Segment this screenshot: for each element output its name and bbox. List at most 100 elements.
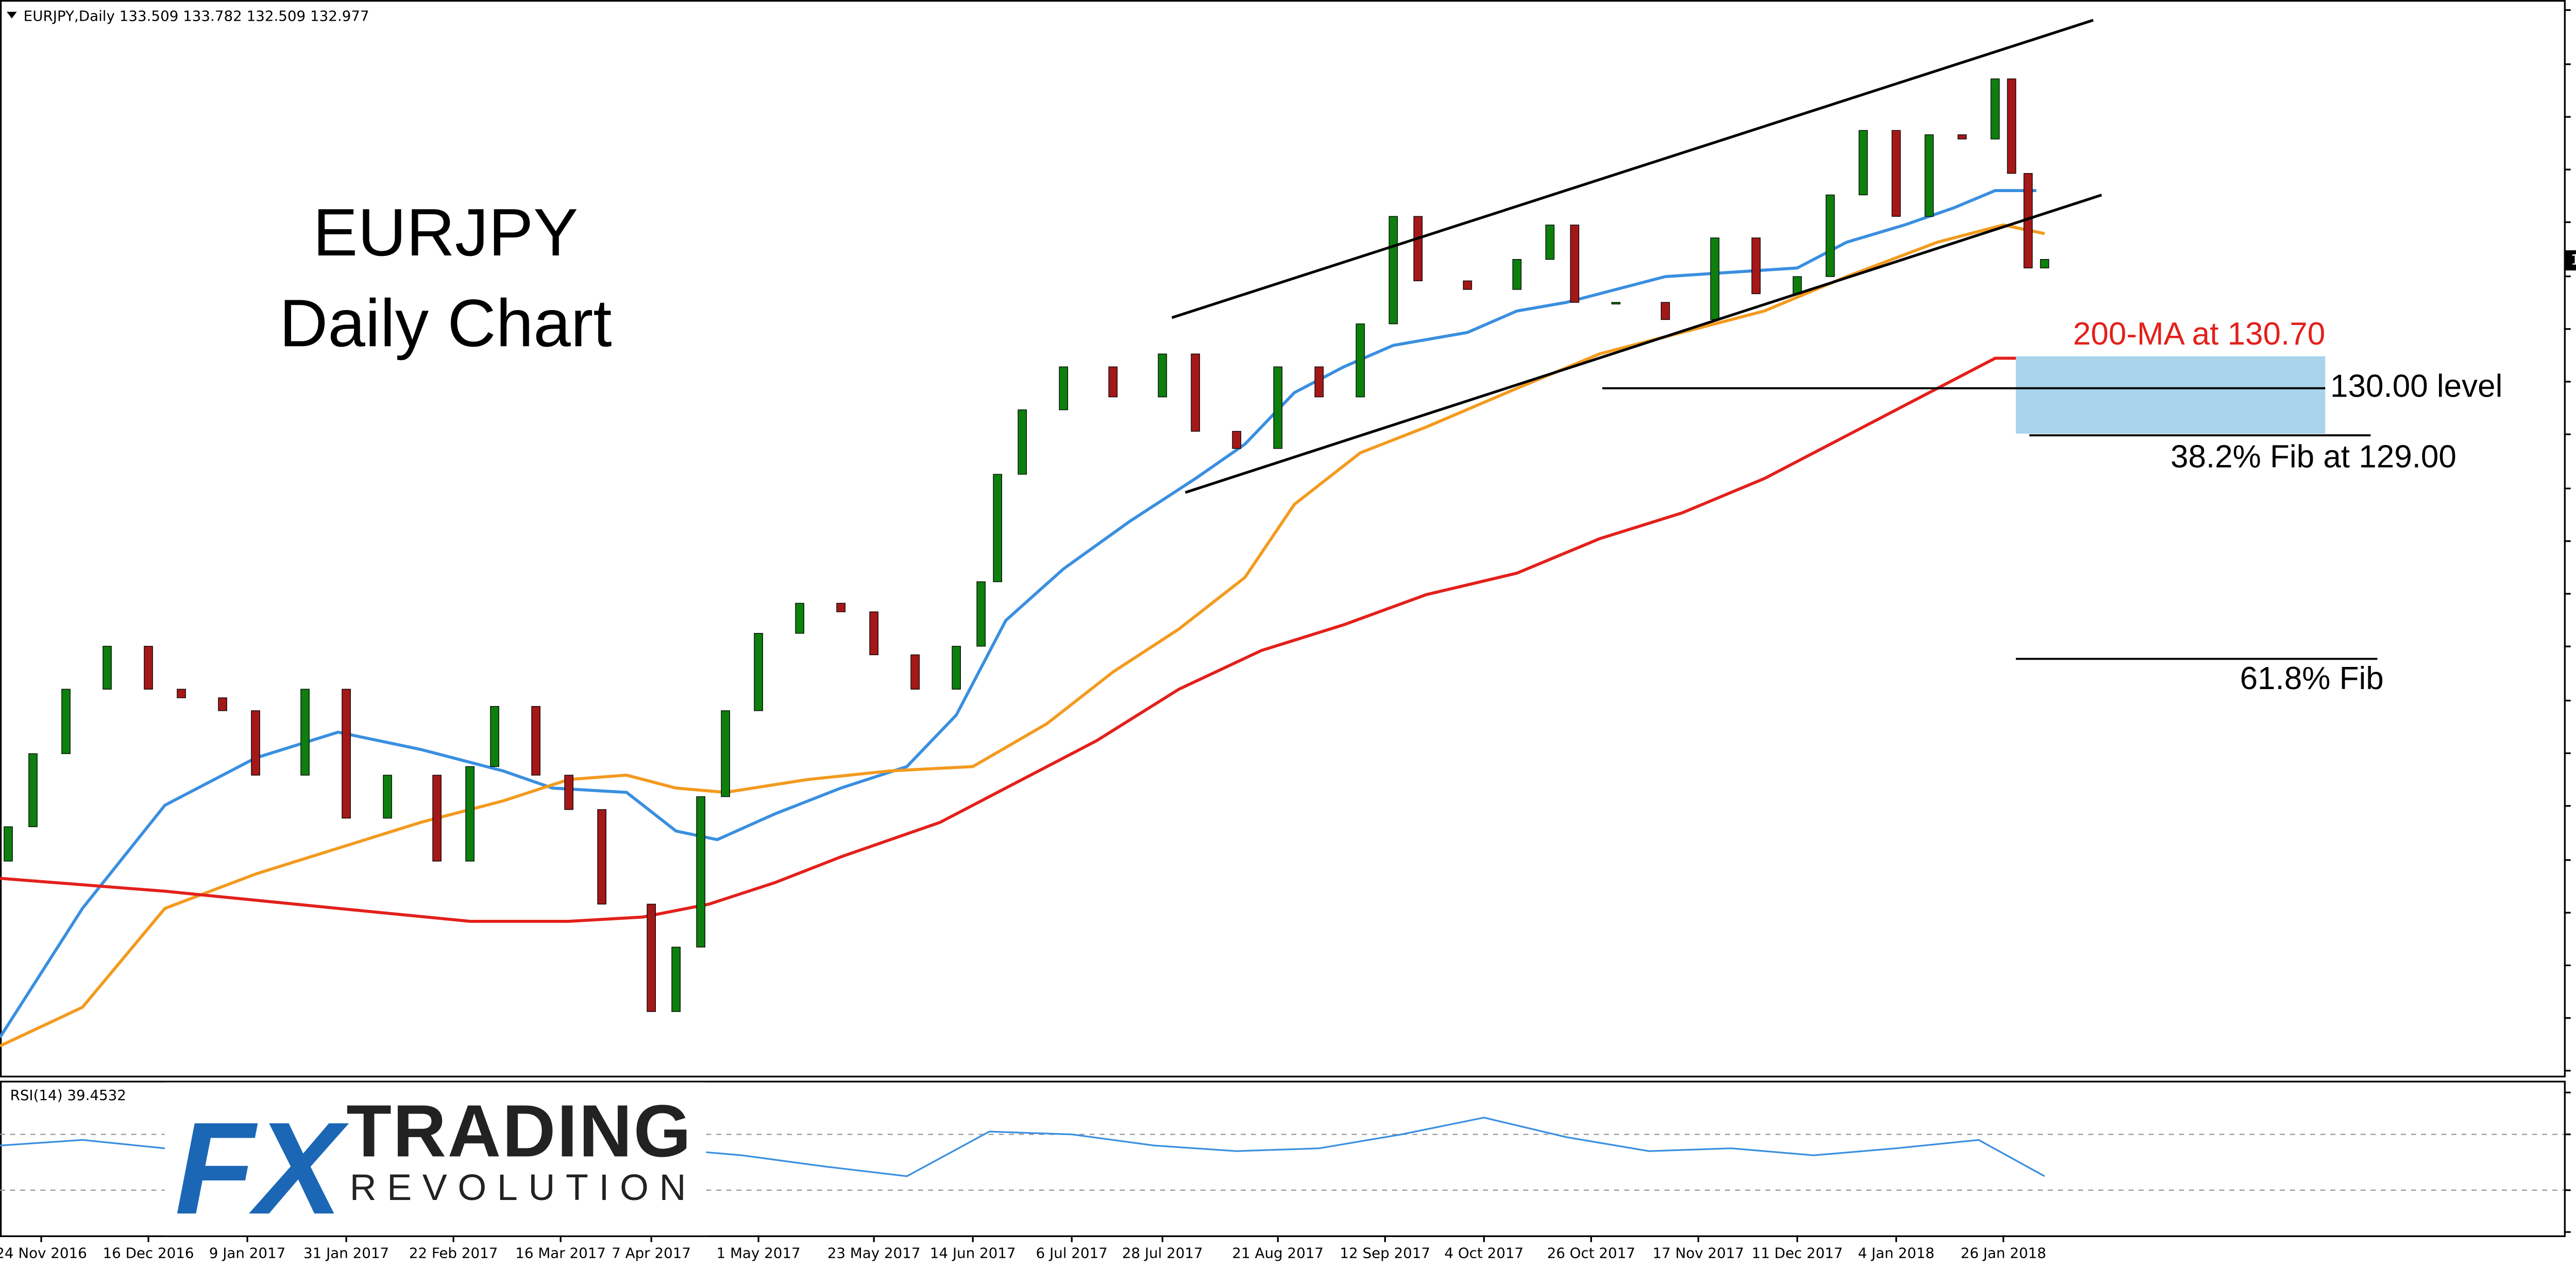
candle-body <box>2040 259 2049 268</box>
channel-upper <box>1171 19 2094 319</box>
candle-body <box>1314 366 1324 398</box>
x-tick-label: 21 Aug 2017 <box>1232 1245 1324 1262</box>
support-zone <box>2015 356 2326 434</box>
candle-body <box>383 775 392 819</box>
candle-body <box>1858 130 1868 196</box>
chart-header: EURJPY,Daily 133.509 133.782 132.509 132… <box>24 8 369 25</box>
candle-body <box>754 633 764 711</box>
logo-mark: FX <box>175 1095 349 1241</box>
candle-body <box>976 581 986 647</box>
annotation: 38.2% Fib at 129.00 <box>2171 439 2456 474</box>
moving-average <box>0 223 2045 1048</box>
candle-body <box>836 603 846 612</box>
candle-body <box>795 603 805 634</box>
candle-body <box>1545 225 1555 260</box>
candle-body <box>597 809 606 905</box>
x-tick-label: 9 Jan 2017 <box>209 1245 286 1262</box>
candle-body <box>1891 130 1901 217</box>
candle-body <box>251 710 260 776</box>
candle-body <box>671 947 681 1012</box>
x-tick-label: 4 Jan 2018 <box>1858 1245 1935 1262</box>
last-price-label: 132.977 <box>2571 251 2576 268</box>
x-tick-label: 31 Jan 2017 <box>303 1245 389 1262</box>
candle-body <box>1388 216 1398 324</box>
candle-body <box>218 697 227 711</box>
x-tick-label: 11 Dec 2017 <box>1752 1245 1843 1262</box>
candle-body <box>1611 302 1621 305</box>
last-price-box <box>2564 250 2576 271</box>
x-tick-label: 1 May 2017 <box>717 1245 801 1262</box>
logo-box <box>164 1082 706 1236</box>
x-tick-label: 6 Jul 2017 <box>1036 1245 1108 1262</box>
candle-body <box>721 710 731 797</box>
candle-body <box>1924 134 1934 217</box>
candle-body <box>1413 216 1423 282</box>
candle-body <box>1158 353 1167 398</box>
candle-body <box>1355 323 1365 398</box>
candle-body <box>1273 366 1283 449</box>
x-tick-label: 17 Nov 2017 <box>1653 1245 1744 1262</box>
candle-body <box>103 646 112 690</box>
candle-body <box>28 753 38 827</box>
candle-body <box>910 654 920 690</box>
candle-body <box>993 474 1003 582</box>
candle-body <box>61 689 71 754</box>
candle-body <box>1957 134 1967 140</box>
candle-body <box>1108 366 1118 398</box>
header-arrow <box>7 11 17 19</box>
candle-body <box>564 775 573 810</box>
candle-body <box>1463 280 1472 290</box>
annotation: 200-MA at 130.70 <box>2073 316 2325 352</box>
candle-body <box>1059 366 1069 410</box>
annotation: 130.00 level <box>2330 368 2502 404</box>
chart-title-line: Daily Chart <box>279 285 612 361</box>
candle-body <box>1512 259 1522 290</box>
x-tick-label: 22 Feb 2017 <box>409 1245 498 1262</box>
candle-body <box>952 646 961 690</box>
candle-body <box>1751 237 1761 295</box>
rsi-panel-border <box>0 1081 2566 1237</box>
x-tick-label: 28 Jul 2017 <box>1122 1245 1203 1262</box>
chart-title-line: EURJPY <box>313 195 578 270</box>
x-tick-label: 23 May 2017 <box>827 1245 921 1262</box>
candle-body <box>1570 225 1580 303</box>
candle-body <box>1710 237 1720 320</box>
candle-body <box>1018 409 1027 475</box>
candle-body <box>531 706 540 776</box>
candle-body <box>177 689 186 698</box>
candle-body <box>342 689 351 819</box>
candle-body <box>647 903 656 1012</box>
candle-body <box>1232 431 1242 449</box>
candle-body <box>1191 353 1200 432</box>
candle-body <box>869 611 879 656</box>
rsi-label: RSI(14) 39.4532 <box>10 1087 126 1104</box>
x-tick-label: 12 Sep 2017 <box>1340 1245 1431 1262</box>
candle-body <box>1660 302 1670 320</box>
x-tick-label: 26 Jan 2018 <box>1960 1245 2046 1262</box>
candle-body <box>300 689 310 776</box>
x-tick-label: 24 Nov 2016 <box>0 1245 87 1262</box>
logo: FX TRADING REVOLUTION <box>164 1082 706 1241</box>
candle-body <box>1990 78 2000 140</box>
x-tick-label: 26 Oct 2017 <box>1547 1245 1635 1262</box>
candle-body <box>1792 276 1802 295</box>
logo-text: TRADING <box>346 1090 691 1172</box>
candle-body <box>1825 194 1835 277</box>
price-panel-border <box>0 0 2566 1077</box>
channel-lower <box>1184 194 2103 494</box>
candle-body <box>696 796 705 948</box>
annotation: 61.8% Fib <box>2240 661 2384 696</box>
candle-body <box>144 646 153 690</box>
x-tick-label: 14 Jun 2017 <box>930 1245 1016 1262</box>
candle-body <box>490 706 499 767</box>
x-tick-label: 16 Mar 2017 <box>515 1245 606 1262</box>
candle-body <box>465 766 474 862</box>
moving-average <box>0 356 2045 923</box>
x-tick-label: 7 Apr 2017 <box>612 1245 691 1262</box>
candle-body <box>432 775 442 862</box>
candle-body <box>4 826 13 862</box>
candle-body <box>2007 78 2016 174</box>
